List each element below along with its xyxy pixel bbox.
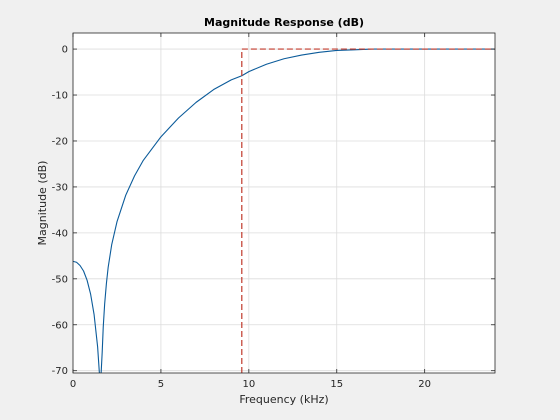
y-axis-label: Magnitude (dB): [36, 161, 49, 246]
axes-box: [72, 32, 496, 374]
x-tick-label: 15: [330, 379, 343, 390]
y-tick-label: -50: [52, 274, 68, 285]
y-tick-label: -10: [52, 91, 68, 102]
x-tick-label: 10: [242, 379, 255, 390]
magnitude-response-line: [73, 48, 495, 373]
x-tick-label: 0: [70, 379, 76, 390]
y-tick-label: -60: [52, 320, 68, 331]
y-tick-label: -30: [52, 182, 68, 193]
chart-title: Magnitude Response (dB): [204, 16, 364, 29]
y-tick-label: -20: [52, 136, 68, 147]
x-axis-label: Frequency (kHz): [239, 393, 328, 406]
x-tick-label: 20: [418, 379, 431, 390]
x-tick-label: 5: [158, 379, 164, 390]
axes-background: [73, 33, 495, 373]
y-tick-label: -40: [52, 228, 68, 239]
plot-area: [73, 48, 495, 373]
axis-ticks: 0 5 10 15 20 0 -10 -20 -30 -40 -50 -60 -70: [52, 33, 495, 390]
y-tick-label: 0: [62, 45, 68, 56]
y-tick-label: -70: [52, 366, 68, 377]
